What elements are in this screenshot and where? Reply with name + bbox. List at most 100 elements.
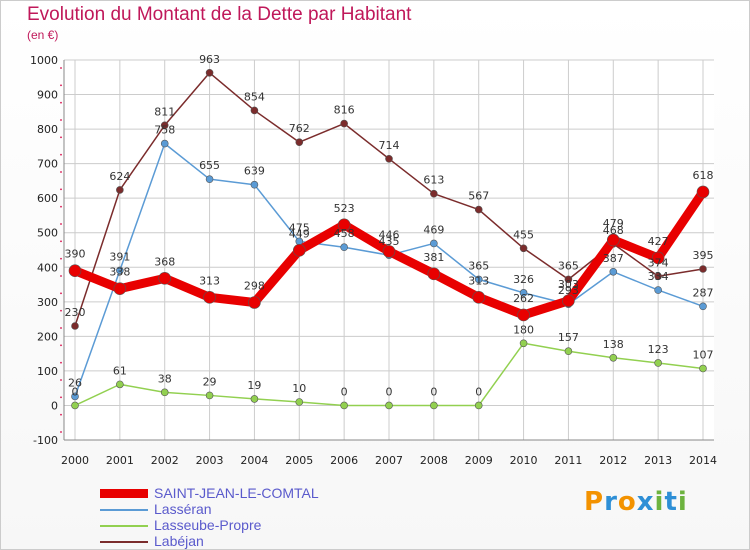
data-label-lasseran: 435 <box>379 235 400 248</box>
data-point-saint-jean-le-comtal <box>382 245 396 258</box>
data-label-labejan: 963 <box>199 53 220 66</box>
data-point-saint-jean-le-comtal <box>562 294 575 308</box>
data-label-labejan: 374 <box>648 256 669 269</box>
proxiti-logo: Proxiti <box>584 487 688 517</box>
data-label-saint-jean-le-comtal: 368 <box>154 255 175 268</box>
data-point-lasseube-propre <box>609 353 618 362</box>
data-point-lasseran <box>474 275 483 284</box>
data-label-lasseube-propre: 19 <box>247 379 261 392</box>
data-label-labejan: 613 <box>423 174 444 187</box>
data-point-labejan <box>340 119 348 128</box>
logo-letter: r <box>604 487 618 517</box>
data-label-lasseube-propre: 61 <box>113 364 127 377</box>
data-point-saint-jean-le-comtal <box>651 251 665 265</box>
data-label-lasseube-propre: 10 <box>292 382 306 395</box>
data-point-saint-jean-le-comtal <box>472 291 486 304</box>
data-point-lasseube-propre <box>295 398 304 406</box>
x-tick-label: 2010 <box>510 454 538 467</box>
data-label-saint-jean-le-comtal: 298 <box>244 280 265 293</box>
x-tick-label: 2012 <box>599 454 627 467</box>
data-point-lasseran <box>160 139 169 148</box>
data-point-lasseube-propre <box>340 401 348 410</box>
data-label-labejan: 854 <box>244 90 265 103</box>
legend-label: Lasséran <box>154 501 212 517</box>
x-tick-label: 2003 <box>196 454 224 467</box>
x-tick-label: 2011 <box>554 454 582 467</box>
data-point-labejan <box>699 265 707 273</box>
data-point-saint-jean-le-comtal <box>606 233 620 247</box>
data-point-lasseube-propre <box>519 339 528 348</box>
chart-title: Evolution du Montant de la Dette par Hab… <box>27 4 412 25</box>
data-label-lasseran: 326 <box>513 273 534 286</box>
data-label-lasseube-propre: 0 <box>386 385 393 398</box>
data-label-saint-jean-le-comtal: 618 <box>693 169 714 182</box>
legend-label: SAINT-JEAN-LE-COMTAL <box>154 485 319 501</box>
data-point-saint-jean-le-comtal <box>517 308 530 322</box>
unit-label: (en €) <box>27 28 59 42</box>
data-label-lasseran: 293 <box>558 284 579 297</box>
y-tick-label: 800 <box>37 123 58 136</box>
data-label-saint-jean-le-comtal: 390 <box>65 248 86 261</box>
data-label-lasseube-propre: 0 <box>341 385 348 398</box>
data-point-lasseran <box>250 180 259 189</box>
data-point-lasseube-propre <box>116 380 124 389</box>
data-label-lasseran: 655 <box>199 159 220 172</box>
data-label-lasseran: 475 <box>289 221 310 234</box>
data-label-saint-jean-le-comtal: 313 <box>468 274 489 287</box>
data-point-lasseran <box>116 266 124 275</box>
data-point-labejan <box>564 275 573 284</box>
data-label-lasseran: 287 <box>693 286 714 299</box>
x-tick-label: 2013 <box>644 454 672 467</box>
data-label-labejan: 365 <box>558 259 579 272</box>
data-point-lasseube-propre <box>160 388 169 397</box>
logo-letter: P <box>584 487 605 517</box>
legend-label: Lasseube-Propre <box>154 517 262 533</box>
y-tick-label: 0 <box>51 399 58 412</box>
data-point-saint-jean-le-comtal <box>203 291 216 304</box>
data-label-lasseube-propre: 0 <box>475 385 482 398</box>
data-point-labejan <box>71 322 79 330</box>
logo-letter: x <box>636 487 655 517</box>
data-label-labejan: 395 <box>693 249 714 262</box>
data-label-lasseube-propre: 0 <box>72 385 79 398</box>
data-point-lasseube-propre <box>385 401 393 410</box>
data-point-saint-jean-le-comtal <box>248 296 261 309</box>
data-label-lasseube-propre: 29 <box>203 375 217 388</box>
x-tick-label: 2008 <box>420 454 448 467</box>
y-tick-label: 1000 <box>30 54 58 67</box>
x-tick-label: 2000 <box>61 454 89 467</box>
legend-swatch <box>100 525 148 527</box>
data-point-saint-jean-le-comtal <box>158 272 172 285</box>
y-tick-label: 700 <box>37 158 58 171</box>
data-label-saint-jean-le-comtal: 303 <box>558 278 579 291</box>
data-point-labejan <box>205 68 214 77</box>
data-point-lasseube-propre <box>205 391 214 400</box>
y-tick-label: 600 <box>37 192 58 205</box>
data-label-saint-jean-le-comtal: 338 <box>109 266 130 279</box>
x-tick-label: 2004 <box>240 454 268 467</box>
data-point-lasseube-propre <box>699 364 707 373</box>
data-label-labejan: 468 <box>603 224 624 237</box>
data-label-lasseran: 469 <box>423 223 444 236</box>
data-label-lasseran: 334 <box>648 270 669 283</box>
data-point-lasseran <box>71 392 79 401</box>
x-tick-label: 2002 <box>151 454 179 467</box>
logo-letter: o <box>617 487 637 517</box>
legend-swatch <box>100 541 148 543</box>
logo-letter: i <box>654 487 665 517</box>
data-point-lasseran <box>340 243 348 252</box>
data-label-saint-jean-le-comtal: 523 <box>334 202 355 215</box>
data-label-labejan: 455 <box>513 228 534 241</box>
data-label-lasseran: 26 <box>68 376 82 389</box>
legend-swatch <box>100 489 148 498</box>
data-label-labejan: 811 <box>154 105 175 118</box>
data-point-labejan <box>250 106 259 115</box>
data-label-labejan: 230 <box>65 306 86 319</box>
y-tick-label: 300 <box>37 296 58 309</box>
x-tick-label: 2007 <box>375 454 403 467</box>
x-tick-label: 2005 <box>285 454 313 467</box>
data-point-lasseube-propre <box>250 395 259 403</box>
x-tick-label: 2001 <box>106 454 134 467</box>
y-tick-label: 100 <box>37 365 58 378</box>
